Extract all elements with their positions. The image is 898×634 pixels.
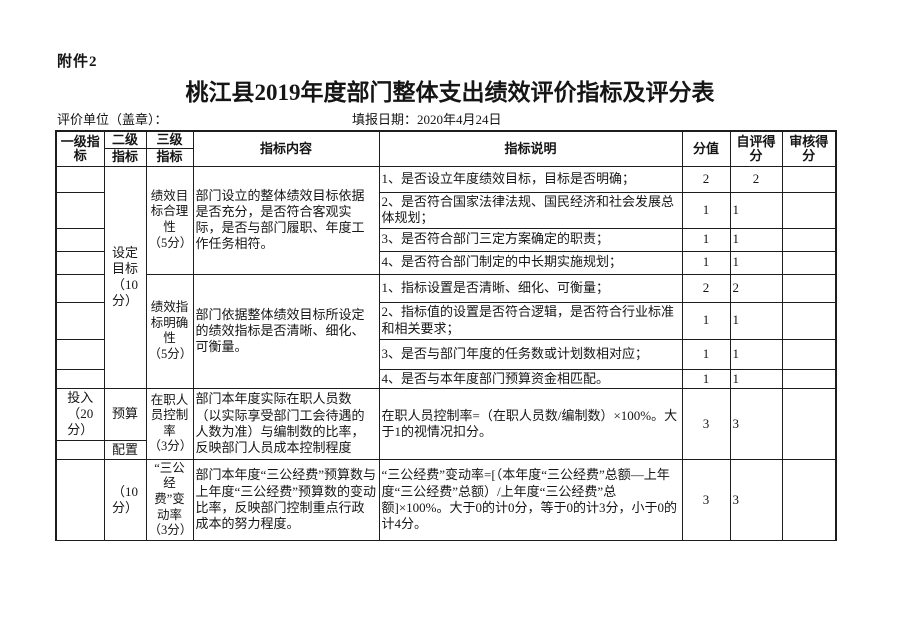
header-description: 指标说明: [378, 130, 683, 167]
page-title: 桃江县2019年度部门整体支出绩效评价指标及评分表: [185, 80, 715, 105]
description-cell: 1、是否设立年度绩效目标，目标是否明确；: [378, 165, 683, 193]
description-cell: 3、是否符合部门三定方案确定的职责；: [378, 227, 683, 252]
level1-input: 投入 （20分）: [55, 387, 105, 441]
header-level2-bottom: 指标: [103, 148, 147, 167]
evaluation-score-table: 一级指标 二级 三级 指标内容 指标说明 分值 自评得分 审核得分 指标 指标 …: [55, 130, 837, 541]
level2-budget-mid: 配置: [103, 439, 147, 460]
table-row: 4、是否与本年度部门预算资金相匹配。 1 1: [55, 368, 837, 389]
review-score-cell: [781, 458, 837, 541]
content-indicator-clarity: 部门依据整体绩效目标所设定的绩效指标是否清晰、细化、可衡量。: [192, 273, 380, 389]
level3-three-public-expense: “三公经费”变动率（3分）: [145, 458, 194, 541]
table-row: 2、指标值的设置是否符合逻辑，是否符合行业标准和相关要求； 1 1: [55, 301, 837, 340]
header-level2-top: 二级: [103, 130, 147, 150]
level1-empty-cell: [55, 250, 105, 275]
header-review-score: 审核得分: [781, 130, 837, 167]
level3-staff-control-ratio: 在职人员控制率 （3分）: [145, 387, 194, 460]
header-row-1: 一级指标 二级 三级 指标内容 指标说明 分值 自评得分 审核得分: [55, 130, 837, 167]
review-score-cell: [781, 191, 837, 229]
score-cell: 1: [681, 368, 731, 389]
table-row: 3、是否符合部门三定方案确定的职责； 1 1: [55, 227, 837, 252]
score-cell: 1: [681, 338, 731, 370]
level2-goal-setting: 设定目标 （10分）: [103, 165, 147, 389]
score-cell: 3: [681, 458, 731, 541]
self-score-cell: 2: [729, 273, 783, 303]
level2-budget-bottom: （10分）: [103, 458, 147, 541]
review-score-cell: [781, 387, 837, 460]
description-cell: 3、是否与部门年度的任务数或计划数相对应；: [378, 338, 683, 370]
self-score-cell: 1: [729, 191, 783, 229]
review-score-cell: [781, 338, 837, 370]
score-cell: 1: [681, 227, 731, 252]
content-three-public-expense: 部门本年度“三公经费”预算数与上年度“三公经费”预算数的变动比率，反映部门控制重…: [192, 458, 380, 541]
level1-empty-cell: [55, 338, 105, 370]
self-score-cell: 1: [729, 301, 783, 340]
table-row: 2、是否符合国家法律法规、国民经济和社会发展总体规划； 1 1: [55, 191, 837, 229]
description-cell: 1、指标设置是否清晰、细化、可衡量；: [378, 273, 683, 303]
level1-empty-cell: [55, 165, 105, 193]
self-score-cell: 1: [729, 368, 783, 389]
review-score-cell: [781, 227, 837, 252]
attachment-label: 附件2: [57, 54, 98, 70]
self-score-cell: 1: [729, 227, 783, 252]
self-score-cell: 1: [729, 338, 783, 370]
level1-empty-cell: [55, 227, 105, 252]
score-cell: 2: [681, 165, 731, 193]
score-cell: 1: [681, 301, 731, 340]
table-row: 绩效指标明确性 （5分） 部门依据整体绩效目标所设定的绩效指标是否清晰、细化、可…: [55, 273, 837, 389]
review-score-cell: [781, 273, 837, 303]
description-cell: 4、是否与本年度部门预算资金相匹配。: [378, 368, 683, 389]
self-score-cell: 2: [729, 165, 783, 193]
score-cell: 1: [681, 250, 731, 275]
self-score-cell: 1: [729, 250, 783, 275]
header-row-2: 指标 指标: [56, 148, 836, 167]
score-cell: 3: [681, 387, 731, 460]
header-level1: 一级指标: [55, 130, 105, 167]
description-cell: 2、是否符合国家法律法规、国民经济和社会发展总体规划；: [378, 191, 683, 229]
review-score-cell: [781, 165, 837, 193]
level1-empty-cell: [55, 368, 105, 389]
score-cell: 2: [681, 273, 731, 303]
content-staff-control-ratio: 部门本年度实际在职人员数（以实际享受部门工会待遇的人数为准）与编制数的比率，反映…: [192, 387, 380, 460]
header-level3-bottom: 指标: [145, 148, 194, 167]
table-row: 3、是否与部门年度的任务数或计划数相对应； 1 1: [55, 338, 837, 370]
evaluation-unit-label: 评价单位（盖章）：: [57, 112, 168, 127]
level1-empty-cell: [55, 191, 105, 229]
review-score-cell: [781, 301, 837, 340]
level1-empty-cell: [55, 439, 105, 460]
level2-budget-top: 预算: [103, 387, 147, 441]
report-date-label: 填报日期：2020年4月24日: [352, 112, 502, 127]
score-cell: 1: [681, 191, 731, 229]
level1-empty-cell: [55, 301, 105, 340]
level3-goal-rationality: 绩效目标合理性 （5分）: [145, 165, 194, 275]
table-row: 设定目标 （10分） 绩效目标合理性 （5分） 部门设立的整体绩效目标依据是否充…: [55, 165, 837, 389]
table-row: （10分） “三公经费”变动率（3分） 部门本年度“三公经费”预算数与上年度“三…: [55, 458, 837, 541]
content-goal-rationality: 部门设立的整体绩效目标依据是否充分，是否符合客观实际，是否与部门履职、年度工作任…: [192, 165, 380, 275]
level3-indicator-clarity: 绩效指标明确性 （5分）: [145, 273, 194, 389]
description-cell: 4、是否符合部门制定的中长期实施规划；: [378, 250, 683, 275]
review-score-cell: [781, 250, 837, 275]
review-score-cell: [781, 368, 837, 389]
description-cell: “三公经费”变动率=[（本年度“三公经费”总额—上年度“三公经费”总额）/上年度…: [378, 458, 683, 541]
header-content: 指标内容: [192, 130, 380, 167]
description-cell: 2、指标值的设置是否符合逻辑，是否符合行业标准和相关要求；: [378, 301, 683, 340]
table-row: 投入 （20分） 预算 在职人员控制率 （3分） 部门本年度实际在职人员数（以实…: [55, 387, 837, 460]
table-row: 配置: [55, 439, 836, 460]
level1-empty-cell: [55, 458, 105, 541]
description-cell: 在职人员控制率=（在职人员数/编制数）×100%。大于1的视情况扣分。: [378, 387, 683, 460]
header-level3-top: 三级: [145, 130, 194, 150]
self-score-cell: 3: [729, 458, 783, 541]
level1-empty-cell: [55, 273, 105, 303]
header-self-score: 自评得分: [729, 130, 783, 167]
self-score-cell: 3: [729, 387, 783, 460]
header-score: 分值: [681, 130, 731, 167]
